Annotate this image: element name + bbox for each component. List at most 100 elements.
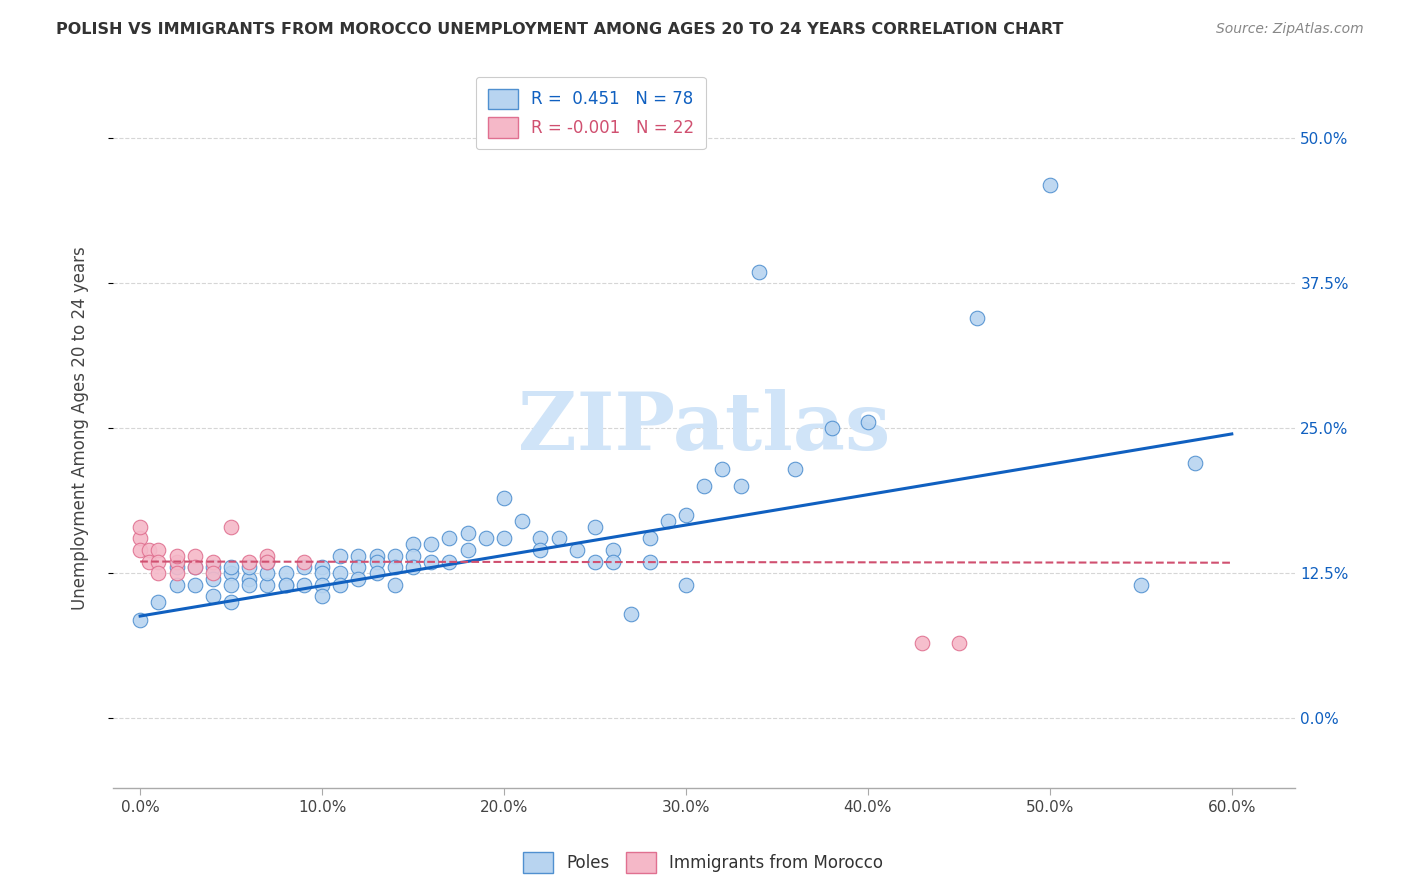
Point	[148, 595, 170, 609]
Point	[439, 532, 461, 546]
Point	[219, 578, 242, 592]
Point	[256, 549, 278, 563]
Point	[166, 578, 188, 592]
Point	[219, 566, 242, 581]
Legend: R =  0.451   N = 78, R = -0.001   N = 22: R = 0.451 N = 78, R = -0.001 N = 22	[477, 77, 706, 149]
Point	[347, 560, 370, 574]
Point	[439, 555, 461, 569]
Point	[201, 560, 224, 574]
Legend: Poles, Immigrants from Morocco: Poles, Immigrants from Morocco	[516, 846, 890, 880]
Point	[730, 479, 752, 493]
Point	[856, 415, 879, 429]
Point	[366, 555, 388, 569]
Point	[183, 578, 205, 592]
Point	[547, 532, 569, 546]
Point	[457, 543, 479, 558]
Point	[166, 549, 188, 563]
Point	[183, 560, 205, 574]
Point	[166, 555, 188, 569]
Point	[748, 264, 770, 278]
Point	[402, 560, 425, 574]
Point	[238, 560, 260, 574]
Point	[129, 543, 152, 558]
Point	[366, 549, 388, 563]
Point	[1129, 578, 1152, 592]
Point	[311, 590, 333, 604]
Point	[219, 560, 242, 574]
Point	[292, 560, 315, 574]
Point	[384, 560, 406, 574]
Point	[820, 421, 842, 435]
Point	[256, 566, 278, 581]
Point	[475, 532, 498, 546]
Point	[138, 543, 160, 558]
Point	[274, 566, 297, 581]
Point	[510, 514, 533, 528]
Point	[219, 595, 242, 609]
Point	[311, 560, 333, 574]
Point	[675, 578, 697, 592]
Point	[274, 578, 297, 592]
Point	[402, 537, 425, 551]
Point	[129, 613, 152, 627]
Point	[292, 555, 315, 569]
Point	[183, 560, 205, 574]
Point	[693, 479, 716, 493]
Point	[138, 555, 160, 569]
Point	[583, 555, 606, 569]
Point	[238, 572, 260, 586]
Point	[347, 549, 370, 563]
Point	[329, 578, 352, 592]
Point	[675, 508, 697, 523]
Point	[711, 461, 734, 475]
Point	[201, 572, 224, 586]
Point	[911, 636, 934, 650]
Point	[183, 549, 205, 563]
Point	[583, 520, 606, 534]
Text: POLISH VS IMMIGRANTS FROM MOROCCO UNEMPLOYMENT AMONG AGES 20 TO 24 YEARS CORRELA: POLISH VS IMMIGRANTS FROM MOROCCO UNEMPL…	[56, 22, 1063, 37]
Y-axis label: Unemployment Among Ages 20 to 24 years: Unemployment Among Ages 20 to 24 years	[72, 246, 89, 610]
Point	[1039, 178, 1062, 192]
Point	[420, 537, 443, 551]
Point	[638, 555, 661, 569]
Point	[529, 543, 551, 558]
Point	[311, 566, 333, 581]
Text: ZIPatlas: ZIPatlas	[517, 389, 890, 467]
Point	[420, 555, 443, 569]
Text: Source: ZipAtlas.com: Source: ZipAtlas.com	[1216, 22, 1364, 37]
Point	[219, 520, 242, 534]
Point	[238, 578, 260, 592]
Point	[347, 572, 370, 586]
Point	[384, 578, 406, 592]
Point	[256, 555, 278, 569]
Point	[201, 566, 224, 581]
Point	[201, 590, 224, 604]
Point	[329, 566, 352, 581]
Point	[529, 532, 551, 546]
Point	[492, 532, 515, 546]
Point	[292, 578, 315, 592]
Point	[638, 532, 661, 546]
Point	[602, 555, 624, 569]
Point	[565, 543, 588, 558]
Point	[148, 566, 170, 581]
Point	[620, 607, 643, 621]
Point	[402, 549, 425, 563]
Point	[492, 491, 515, 505]
Point	[1184, 456, 1206, 470]
Point	[366, 566, 388, 581]
Point	[148, 555, 170, 569]
Point	[166, 566, 188, 581]
Point	[129, 532, 152, 546]
Point	[274, 578, 297, 592]
Point	[657, 514, 679, 528]
Point	[602, 543, 624, 558]
Point	[148, 543, 170, 558]
Point	[948, 636, 970, 650]
Point	[785, 461, 807, 475]
Point	[311, 578, 333, 592]
Point	[129, 520, 152, 534]
Point	[238, 555, 260, 569]
Point	[256, 578, 278, 592]
Point	[457, 525, 479, 540]
